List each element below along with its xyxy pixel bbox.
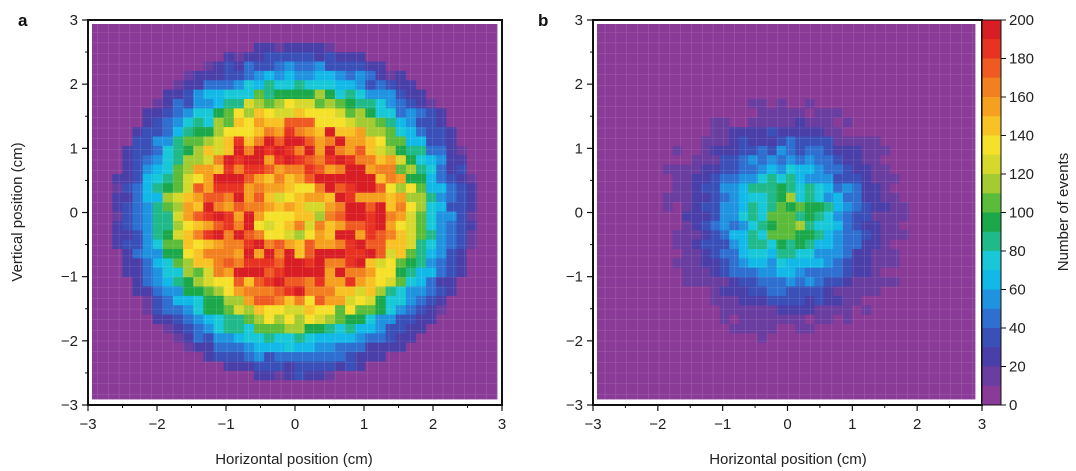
- x-tick-label: 1: [360, 416, 368, 433]
- y-tick-label: 3: [70, 12, 78, 29]
- colorbar-tick-label: 120: [1009, 166, 1034, 183]
- y-tick-label: 2: [575, 76, 583, 93]
- colorbar-swatch: [982, 231, 1001, 252]
- x-tick-label: 2: [913, 416, 921, 433]
- colorbar-tick-label: 160: [1009, 89, 1034, 106]
- panel-b-x-ticks: −3 −2 −1 0 1 2 3: [584, 405, 986, 433]
- x-tick-label: −2: [649, 416, 666, 433]
- panel-b-letter: b: [538, 11, 548, 30]
- colorbar-swatch: [982, 193, 1001, 213]
- panel-b-heatmap: b −3 −2 −1 0 1 2 3 3 2 1 0 −1 −2 −3 Horizontal posit…: [538, 11, 986, 468]
- y-tick-label: −2: [566, 333, 583, 350]
- colorbar-tick-label: 80: [1009, 243, 1026, 260]
- colorbar-swatch: [982, 116, 1001, 136]
- y-tick-label: 1: [575, 140, 583, 157]
- colorbar-swatch: [982, 135, 1001, 156]
- x-tick-label: −1: [714, 416, 731, 433]
- colorbar-swatches: [982, 20, 1001, 406]
- colorbar-swatch: [982, 20, 1001, 40]
- x-tick-label: 1: [848, 416, 856, 433]
- x-tick-label: 0: [783, 416, 791, 433]
- y-tick-label: −3: [61, 397, 78, 414]
- colorbar-swatch: [982, 308, 1001, 329]
- colorbar-tick-label: 40: [1009, 320, 1026, 337]
- y-tick-label: 0: [70, 205, 78, 222]
- colorbar-title: Number of events: [1055, 153, 1072, 271]
- y-axis-title-a: Vertical position (cm): [9, 142, 26, 281]
- colorbar-swatch: [982, 270, 1001, 290]
- y-tick-label: −3: [566, 397, 583, 414]
- y-tick-label: −2: [61, 333, 78, 350]
- colorbar-swatch: [982, 154, 1001, 175]
- colorbar-tick-label: 0: [1009, 397, 1017, 414]
- colorbar-swatch: [982, 251, 1001, 271]
- x-tick-label: −3: [79, 416, 96, 433]
- colorbar-swatch: [982, 289, 1001, 310]
- y-tick-label: 1: [70, 140, 78, 157]
- colorbar-swatch: [982, 385, 1001, 406]
- colorbar-swatch: [982, 39, 1001, 59]
- colorbar-tick-label: 140: [1009, 128, 1034, 145]
- panel-a-heatmap: a −3 −2 −1 0 1 2 3 3 2 1 0 −1 −2 −3 Horizontal posit…: [9, 11, 506, 468]
- x-tick-label: −3: [584, 416, 601, 433]
- y-tick-label: 0: [575, 205, 583, 222]
- colorbar-swatch: [982, 58, 1001, 79]
- panel-a-grid: [92, 24, 497, 399]
- colorbar-swatch: [982, 174, 1001, 194]
- colorbar-swatch: [982, 347, 1001, 367]
- x-tick-label: 2: [429, 416, 437, 433]
- x-axis-title-b: Horizontal position (cm): [709, 451, 867, 468]
- panel-b-grid: [597, 24, 975, 399]
- panel-a-letter: a: [18, 11, 28, 30]
- panel-a-y-ticks: 3 2 1 0 −1 −2 −3: [61, 12, 88, 414]
- x-tick-label: −1: [217, 416, 234, 433]
- colorbar-tick-label: 100: [1009, 205, 1034, 222]
- x-tick-label: −2: [148, 416, 165, 433]
- colorbar-tick-label: 200: [1009, 12, 1034, 29]
- panel-b-y-ticks: 3 2 1 0 −1 −2 −3: [566, 12, 593, 414]
- colorbar-swatch: [982, 77, 1001, 98]
- colorbar-swatch: [982, 97, 1001, 117]
- colorbar-tick-label: 60: [1009, 282, 1026, 299]
- y-tick-label: −1: [566, 269, 583, 286]
- colorbar-tick-label: 180: [1009, 51, 1034, 68]
- panel-a-x-ticks: −3 −2 −1 0 1 2 3: [79, 405, 506, 433]
- x-axis-title-a: Horizontal position (cm): [215, 451, 373, 468]
- y-tick-label: 3: [575, 12, 583, 29]
- colorbar-swatch: [982, 212, 1001, 233]
- x-tick-label: 3: [978, 416, 986, 433]
- x-tick-label: 0: [291, 416, 299, 433]
- y-tick-label: 2: [70, 76, 78, 93]
- y-tick-label: −1: [61, 269, 78, 286]
- x-tick-label: 3: [498, 416, 506, 433]
- colorbar-swatch: [982, 328, 1001, 348]
- colorbar-swatch: [982, 366, 1001, 387]
- colorbar-tick-label: 20: [1009, 359, 1026, 376]
